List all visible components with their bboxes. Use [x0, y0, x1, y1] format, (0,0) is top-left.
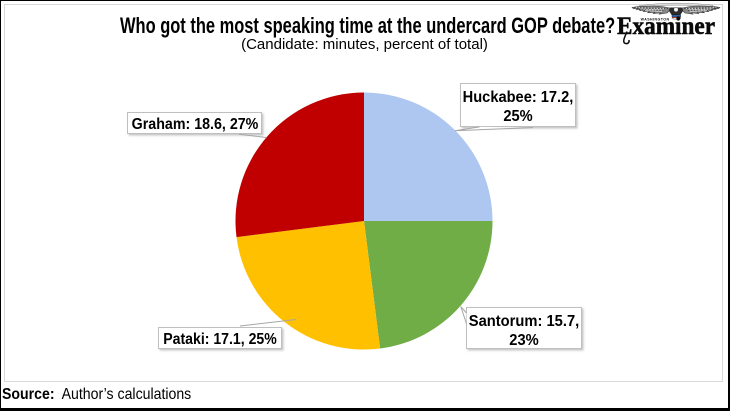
svg-text:Examiner: Examiner: [617, 13, 715, 40]
svg-text:WASHINGTON: WASHINGTON: [641, 18, 670, 22]
